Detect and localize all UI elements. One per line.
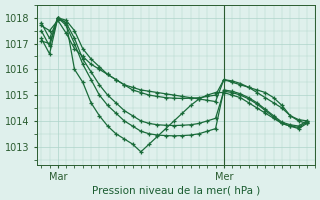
X-axis label: Pression niveau de la mer( hPa ): Pression niveau de la mer( hPa ) xyxy=(92,185,260,195)
